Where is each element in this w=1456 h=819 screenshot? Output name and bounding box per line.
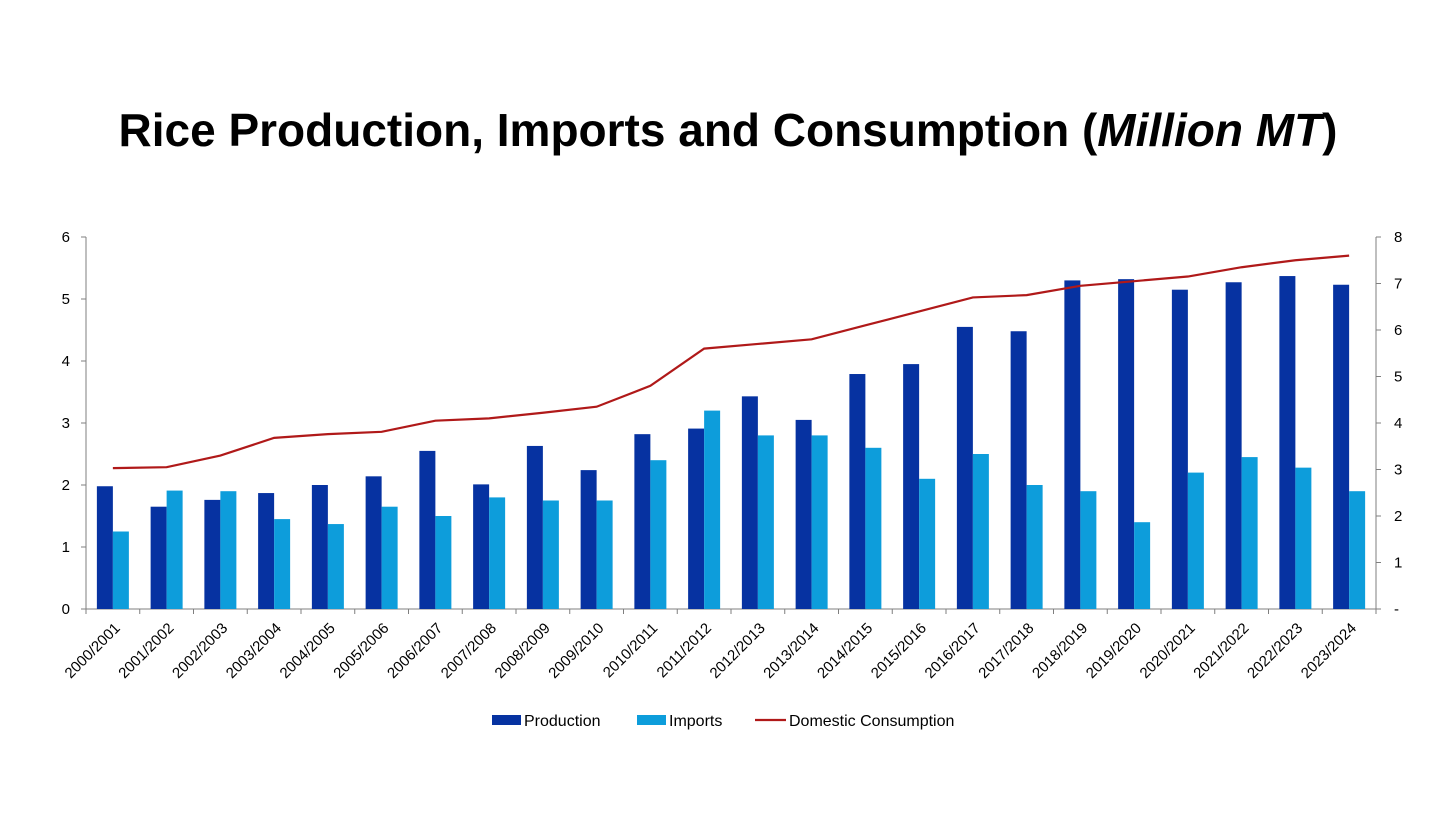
y-left-tick-label: 6: [62, 229, 70, 246]
bar-imports: [1241, 457, 1258, 609]
bar-production: [688, 428, 705, 609]
bar-production: [849, 374, 866, 609]
bar-production: [1010, 331, 1027, 609]
legend-label-domestic-consumption: Domestic Consumption: [789, 713, 954, 730]
bar-imports: [1026, 485, 1043, 609]
y-right-tick-label: 3: [1394, 462, 1402, 479]
x-tick-label: 2010/2011: [600, 620, 661, 681]
bar-production: [526, 445, 543, 609]
x-tick-label: 2007/2008: [438, 620, 500, 682]
chart-title-text: Rice Production, Imports and Consumption…: [118, 104, 1098, 156]
x-tick-label: 2002/2003: [169, 620, 231, 682]
bar-production: [204, 499, 221, 609]
x-tick-label: 2022/2023: [1244, 620, 1306, 682]
bar-imports: [1349, 491, 1366, 609]
x-tick-label: 2012/2013: [707, 620, 769, 682]
y-left-tick-label: 0: [62, 601, 70, 618]
legend-label-imports: Imports: [669, 713, 722, 730]
y-left-tick-label: 3: [62, 415, 70, 432]
legend-swatch-imports: [637, 715, 666, 725]
bar-imports: [919, 478, 936, 609]
x-tick-label: 2018/2019: [1029, 620, 1091, 682]
y-right-tick-label: 8: [1394, 229, 1402, 246]
x-tick-label: 2005/2006: [330, 620, 392, 682]
bar-production: [96, 486, 113, 609]
chart-title-close: ): [1322, 104, 1338, 156]
y-right-tick-label: 4: [1394, 415, 1402, 432]
chart-title: Rice Production, Imports and Consumption…: [0, 103, 1456, 157]
bar-production: [1279, 276, 1296, 609]
y-right-tick-label: 1: [1394, 555, 1402, 572]
bar-imports: [435, 516, 452, 609]
bar-imports: [166, 490, 183, 609]
x-tick-label: 2019/2020: [1083, 620, 1145, 682]
y-right-tick-label: -: [1394, 601, 1399, 618]
y-left-tick-label: 5: [62, 291, 70, 308]
x-tick-label: 2000/2001: [62, 620, 124, 682]
line-domestic-consumption: [112, 254, 1350, 470]
x-tick-label: 2023/2024: [1298, 620, 1360, 682]
bar-imports: [704, 410, 721, 609]
bar-production: [419, 450, 436, 609]
x-tick-label: 2008/2009: [492, 620, 554, 682]
bar-production: [1171, 289, 1188, 609]
bar-imports: [220, 491, 237, 609]
bar-imports: [542, 500, 559, 609]
x-tick-label: 2013/2014: [760, 620, 822, 682]
bar-imports: [489, 497, 506, 609]
x-tick-label: 2015/2016: [868, 620, 930, 682]
y-right-tick-label: 5: [1394, 369, 1402, 386]
bar-imports: [1295, 467, 1312, 609]
bar-production: [258, 493, 275, 609]
bar-production: [580, 470, 597, 609]
legend-label-production: Production: [524, 713, 601, 730]
x-tick-label: 2003/2004: [223, 620, 285, 682]
bar-production: [473, 484, 490, 609]
bar-imports: [1080, 491, 1097, 609]
y-left-tick-label: 4: [62, 353, 70, 370]
y-left-tick-label: 1: [62, 539, 70, 556]
bar-imports: [811, 435, 828, 609]
bar-production: [150, 506, 167, 609]
bar-imports: [757, 435, 774, 609]
bar-imports: [327, 524, 344, 609]
x-tick-label: 2001/2002: [115, 620, 177, 682]
x-tick-label: 2021/2022: [1190, 620, 1252, 682]
x-tick-label: 2014/2015: [814, 620, 876, 682]
bar-production: [311, 485, 328, 609]
bar-imports: [381, 506, 398, 609]
y-right-tick-label: 7: [1394, 276, 1402, 293]
bar-imports: [112, 531, 129, 609]
x-tick-label: 2006/2007: [384, 620, 446, 682]
y-left-tick-label: 2: [62, 477, 70, 494]
bar-imports: [972, 454, 989, 609]
bar-production: [795, 419, 812, 609]
bar-imports: [596, 500, 613, 609]
x-tick-label: 2009/2010: [545, 620, 607, 682]
x-tick-label: 2004/2005: [277, 620, 339, 682]
x-tick-label: 2020/2021: [1137, 620, 1199, 682]
bar-production: [634, 434, 651, 609]
bar-imports: [1187, 472, 1204, 609]
bar-production: [741, 396, 758, 609]
bar-imports: [274, 519, 291, 609]
bar-production: [365, 476, 382, 609]
x-tick-label: 2011/2012: [654, 620, 715, 681]
bar-production: [1118, 279, 1135, 609]
y-right-tick-label: 2: [1394, 508, 1402, 525]
y-right-tick-label: 6: [1394, 322, 1402, 339]
bar-production: [1333, 284, 1350, 609]
bar-production: [956, 326, 973, 609]
x-tick-label: 2017/2018: [975, 620, 1037, 682]
bar-production: [1225, 282, 1242, 609]
bar-imports: [1134, 522, 1151, 609]
bar-production: [1064, 280, 1081, 609]
bar-imports: [865, 447, 882, 609]
bar-imports: [650, 460, 667, 609]
legend-swatch-production: [492, 715, 521, 725]
bar-production: [903, 364, 920, 609]
x-tick-label: 2016/2017: [922, 620, 984, 682]
chart-title-unit: Million MT: [1097, 104, 1323, 156]
